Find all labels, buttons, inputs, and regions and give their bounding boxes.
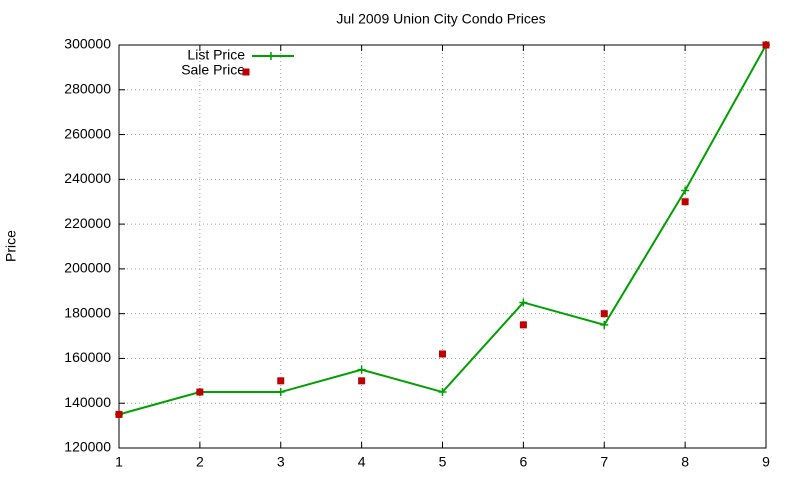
x-tick-label: 6: [519, 454, 527, 470]
point-marker: [519, 321, 527, 329]
plot-border: [118, 44, 767, 449]
x-tick-label: 7: [600, 454, 608, 470]
y-tick-label: 220000: [64, 215, 111, 231]
y-tick-label: 200000: [64, 260, 111, 276]
point-marker: [681, 198, 689, 206]
legend-label: Sale Price: [181, 62, 245, 78]
y-tick-label: 260000: [64, 125, 111, 141]
legend-marker: [242, 68, 250, 76]
point-marker: [277, 377, 285, 385]
legend-label: List Price: [187, 47, 245, 63]
y-tick-label: 140000: [64, 394, 111, 410]
point-marker: [600, 320, 609, 329]
point-marker: [600, 310, 608, 318]
y-tick-label: 240000: [64, 170, 111, 186]
point-marker: [681, 186, 690, 195]
y-tick-label: 300000: [64, 36, 111, 52]
y-tick-label: 120000: [64, 439, 111, 455]
chart-title: Jul 2009 Union City Condo Prices: [336, 11, 545, 27]
point-marker: [196, 388, 204, 396]
point-marker: [115, 410, 123, 418]
x-tick-label: 9: [762, 454, 770, 470]
point-marker: [439, 350, 446, 358]
point-marker: [357, 365, 366, 374]
legend-marker: [267, 52, 275, 60]
point-marker: [358, 377, 366, 385]
y-tick-label: 180000: [64, 304, 111, 320]
y-tick-label: 280000: [64, 80, 111, 96]
x-tick-label: 4: [358, 454, 366, 470]
x-tick-label: 8: [681, 454, 689, 470]
x-tick-label: 5: [439, 454, 447, 470]
x-tick-label: 2: [196, 454, 204, 470]
point-marker: [276, 388, 285, 397]
x-tick-label: 1: [115, 454, 123, 470]
point-marker: [762, 41, 770, 49]
y-axis-label: Price: [3, 230, 19, 262]
point-marker: [438, 388, 447, 397]
y-tick-label: 160000: [64, 349, 111, 365]
x-tick-label: 3: [277, 454, 285, 470]
point-marker: [519, 298, 528, 307]
